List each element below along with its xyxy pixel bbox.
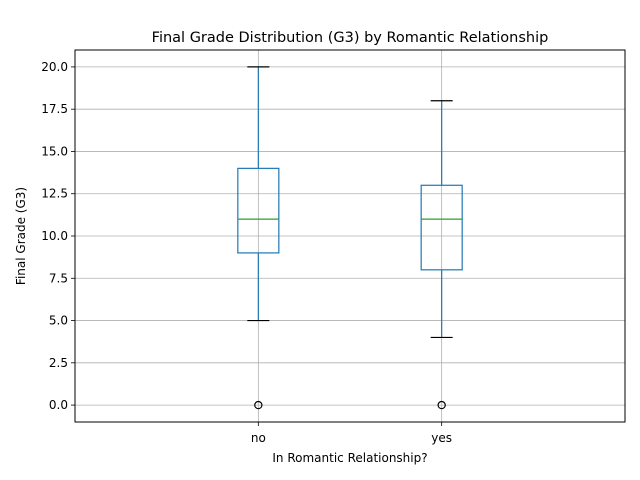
x-axis-label: In Romantic Relationship? [272, 451, 427, 465]
box-yes [420, 100, 463, 410]
outlier-point [437, 400, 446, 410]
y-axis-label: Final Grade (G3) [14, 187, 28, 285]
y-tick-label: 17.5 [41, 102, 68, 116]
x-tick-label-no: no [251, 431, 266, 445]
y-tick-label: 10.0 [41, 229, 68, 243]
box-no [237, 66, 280, 410]
y-axis: 0.0 2.5 5.0 7.5 10.0 12.5 15.0 17.5 20.0 [41, 60, 75, 412]
y-tick-label: 12.5 [41, 187, 68, 201]
y-tick-label: 0.0 [49, 398, 68, 412]
chart-title: Final Grade Distribution (G3) by Romanti… [152, 30, 549, 46]
y-tick-label: 20.0 [41, 60, 68, 74]
y-tick-label: 5.0 [49, 314, 68, 328]
y-tick-label: 15.0 [41, 144, 68, 158]
grid-lines [75, 50, 625, 422]
x-axis: no yes [251, 422, 452, 445]
y-tick-label: 7.5 [49, 271, 68, 285]
boxes-group [237, 66, 463, 410]
outlier-point [254, 400, 263, 410]
iqr-box [237, 167, 280, 254]
x-tick-label-yes: yes [431, 431, 452, 445]
y-tick-label: 2.5 [49, 356, 68, 370]
iqr-box [420, 184, 463, 271]
